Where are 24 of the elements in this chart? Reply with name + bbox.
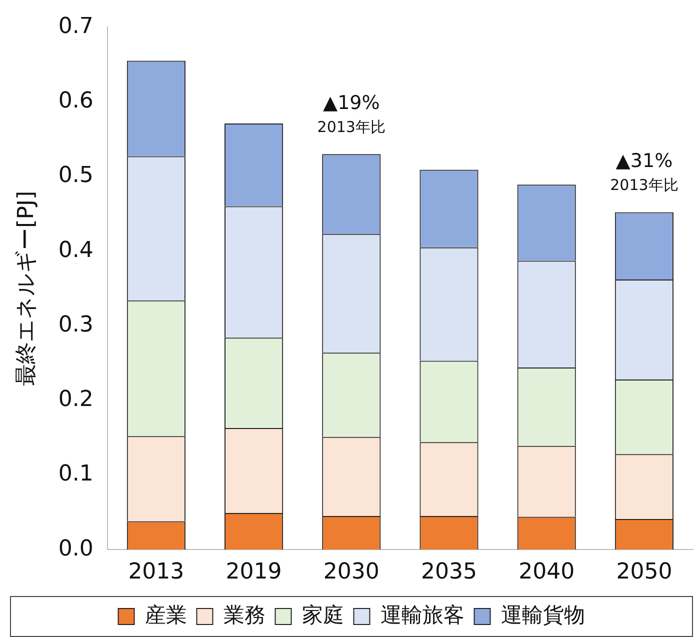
annotation: ▲19% (322, 92, 380, 114)
legend-label: 家庭 (302, 602, 344, 627)
legend-label: 産業 (144, 602, 187, 627)
y-tick-label: 0.5 (58, 163, 94, 188)
x-tick-label: 2030 (323, 560, 380, 585)
legend-label: 業務 (223, 602, 266, 627)
x-tick-label: 2013 (128, 560, 184, 585)
y-axis-title: 最終エネルギー[PJ] (14, 190, 39, 386)
x-tick-label: 2040 (518, 560, 575, 585)
y-tick-label: 0.4 (58, 238, 94, 263)
x-tick-label: 2035 (420, 560, 477, 585)
y-tick-label: 0.0 (58, 536, 94, 562)
y-tick-label: 0.2 (58, 387, 94, 412)
annotation: ▲31% (616, 150, 673, 172)
annotation: 2013年比 (317, 118, 386, 136)
y-tick-label: 0.1 (58, 462, 94, 487)
y-tick-label: 0.3 (58, 312, 94, 338)
x-tick-label: 2019 (226, 560, 282, 585)
y-tick-label: 0.6 (58, 88, 94, 114)
legend-label: 運輸旅客 (380, 602, 464, 627)
x-tick-label: 2050 (616, 560, 672, 585)
y-tick-label: 0.7 (58, 14, 94, 39)
annotation: 2013年比 (610, 176, 678, 194)
legend-label: 運輸貨物 (500, 602, 585, 627)
